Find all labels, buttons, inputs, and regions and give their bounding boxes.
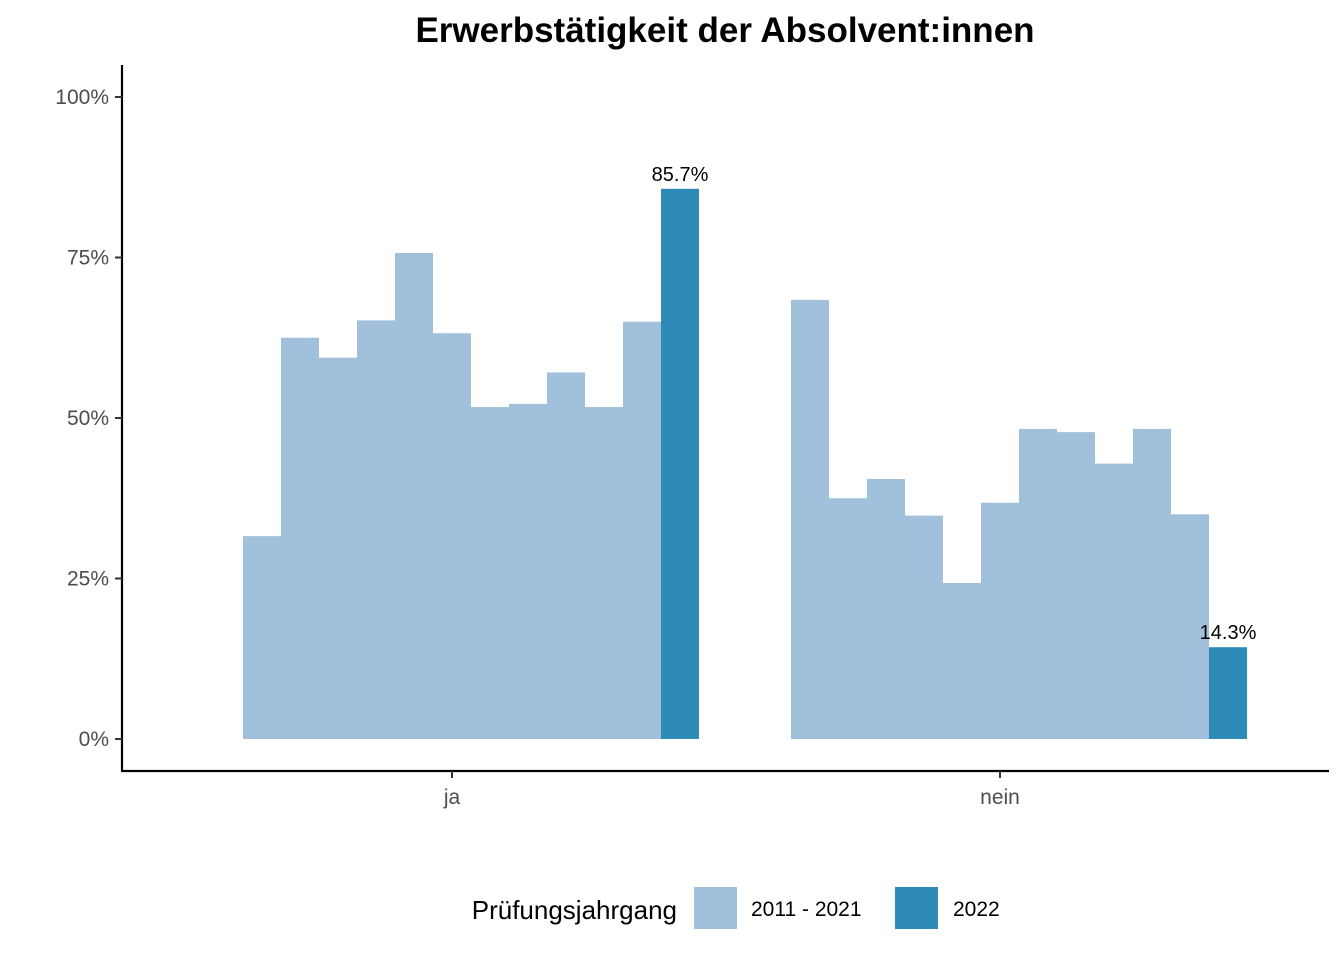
bar-ja-hist-3 — [319, 357, 357, 739]
bar-ja-hist-1 — [243, 536, 281, 739]
bar-nein-hist-6 — [981, 502, 1019, 739]
bar-nein-hist-3 — [867, 478, 905, 739]
bar-ja-hist-4 — [357, 320, 395, 739]
data-label-nein: 14.3% — [1200, 622, 1257, 644]
chart-title: Erwerbstätigkeit der Absolvent:innen — [415, 11, 1034, 50]
bar-ja-hist-5 — [395, 253, 433, 740]
bar-nein-hist-2 — [829, 498, 867, 739]
bar-nein-hist-5 — [943, 582, 981, 739]
bar-nein-hist-10 — [1133, 428, 1171, 739]
y-tick-label: 50% — [67, 407, 109, 430]
axes-group: 0% 25% 50% 75% 100% ja nein — [55, 65, 1329, 809]
legend-title: Prüfungsjahrgang — [472, 895, 677, 925]
bars-group — [243, 188, 1247, 740]
bar-ja-hist-6 — [433, 333, 471, 739]
x-tick-label-ja: ja — [443, 786, 461, 809]
bar-nein-hist-1 — [791, 299, 829, 739]
bar-nein-hist-7 — [1019, 428, 1057, 739]
bar-ja-hist-8 — [509, 403, 547, 739]
x-tick-label-nein: nein — [980, 786, 1020, 809]
legend-key-1 — [694, 887, 737, 929]
bar-nein-hist-8 — [1057, 432, 1095, 739]
bar-nein-hist-11 — [1171, 514, 1209, 739]
bar-ja-hist-10 — [585, 407, 623, 739]
legend-key-2 — [895, 887, 938, 929]
bar-ja-hist-9 — [547, 372, 585, 739]
y-tick-label: 0% — [79, 728, 109, 751]
bar-nein-current — [1209, 647, 1247, 739]
bar-ja-current — [661, 188, 699, 739]
bar-nein-hist-9 — [1095, 463, 1133, 739]
legend: Prüfungsjahrgang 2011 - 2021 2022 — [472, 887, 1000, 929]
data-labels-group: 85.7% 14.3% — [652, 164, 1257, 644]
y-tick-label: 75% — [67, 247, 109, 270]
legend-label-2: 2022 — [953, 898, 1000, 921]
legend-label-1: 2011 - 2021 — [751, 898, 862, 921]
bar-ja-hist-7 — [471, 407, 509, 739]
bar-nein-hist-4 — [905, 515, 943, 739]
y-tick-label: 100% — [55, 86, 109, 109]
data-label-ja: 85.7% — [652, 164, 709, 186]
bar-ja-hist-2 — [281, 337, 319, 739]
y-tick-label: 25% — [67, 568, 109, 591]
bar-ja-hist-11 — [623, 321, 661, 739]
